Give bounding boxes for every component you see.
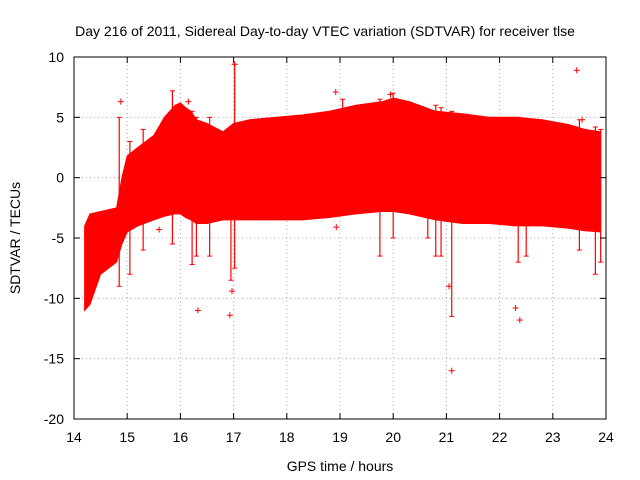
data-point — [446, 283, 453, 290]
x-tick-label: 24 — [598, 429, 614, 445]
x-tick-label: 23 — [545, 429, 561, 445]
data-point — [366, 204, 373, 211]
x-axis-title: GPS time / hours — [287, 458, 394, 474]
data-point — [156, 226, 163, 233]
data-point — [512, 304, 519, 311]
data-point — [579, 116, 586, 123]
chart-title: Day 216 of 2011, Sidereal Day-to-day VTE… — [75, 23, 575, 39]
y-tick-label: -10 — [44, 290, 64, 306]
data-point — [332, 88, 339, 95]
y-tick-label: -5 — [52, 230, 65, 246]
data-point — [226, 312, 233, 319]
x-tick-label: 20 — [385, 429, 401, 445]
data-point — [516, 317, 523, 324]
data-point — [573, 67, 580, 74]
x-tick-label: 21 — [439, 429, 455, 445]
data-point — [448, 367, 455, 374]
data-point — [229, 288, 236, 295]
x-tick-label: 16 — [173, 429, 189, 445]
x-tick-label: 15 — [119, 429, 135, 445]
axis-ticks — [73, 56, 607, 420]
x-tick-label: 22 — [492, 429, 508, 445]
data-point — [231, 61, 238, 68]
y-tick-label: -15 — [44, 351, 64, 367]
data-point — [117, 98, 124, 105]
x-tick-label: 14 — [66, 429, 82, 445]
data-point — [185, 98, 192, 105]
x-tick-label: 18 — [279, 429, 295, 445]
x-tick-label: 17 — [226, 429, 242, 445]
data-point — [333, 224, 340, 231]
data-series — [84, 61, 604, 374]
data-point — [387, 91, 394, 98]
y-tick-label: -20 — [44, 411, 64, 427]
y-tick-label: 0 — [56, 170, 64, 186]
x-tick-label: 19 — [332, 429, 348, 445]
data-point — [194, 307, 201, 314]
tick-labels: 14 15 16 17 18 19 20 21 22 23 24 10 5 0 -5 -10 -15 -20 — [44, 49, 614, 445]
y-tick-label: 5 — [56, 109, 64, 125]
y-tick-label: 10 — [48, 49, 64, 65]
y-axis-title: SDTVAR / TECUs — [7, 182, 23, 294]
